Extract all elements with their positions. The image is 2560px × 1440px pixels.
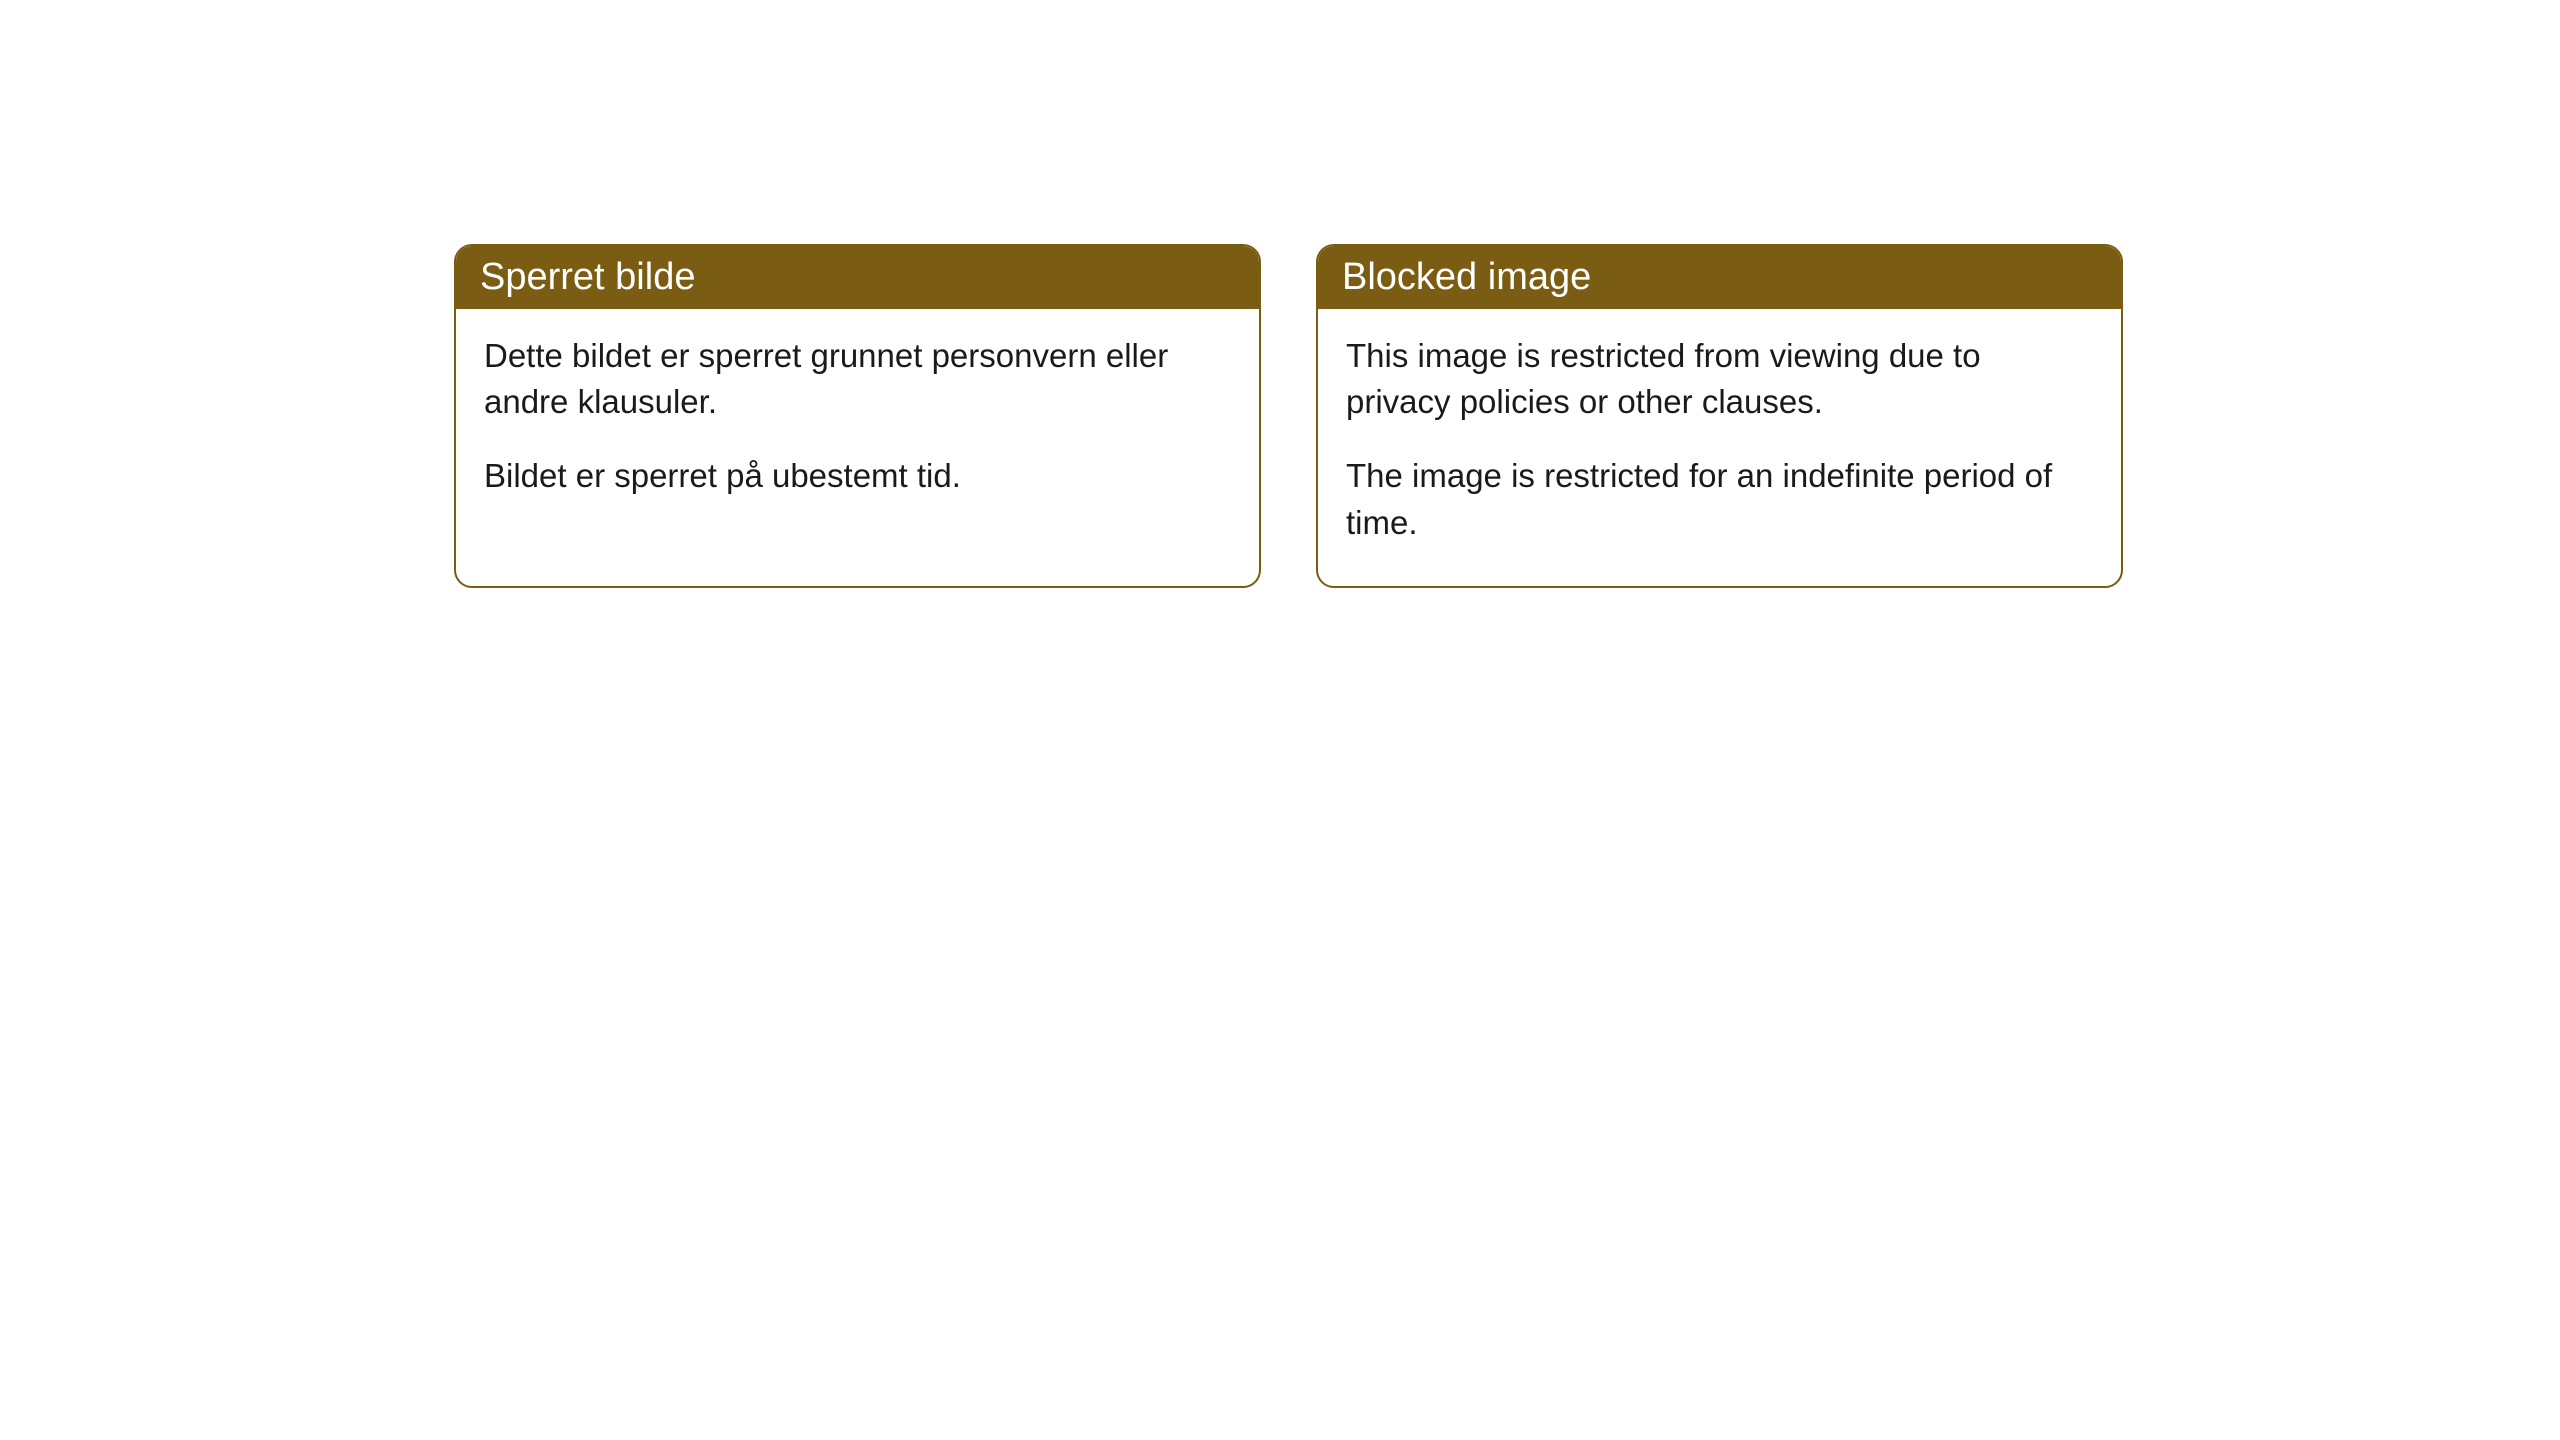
card-header-english: Blocked image [1318, 246, 2121, 309]
card-title: Blocked image [1342, 256, 1591, 298]
card-english: Blocked image This image is restricted f… [1316, 244, 2123, 588]
card-paragraph: The image is restricted for an indefinit… [1346, 453, 2093, 545]
card-body-norwegian: Dette bildet er sperret grunnet personve… [456, 309, 1259, 540]
card-paragraph: Bildet er sperret på ubestemt tid. [484, 453, 1231, 499]
card-paragraph: This image is restricted from viewing du… [1346, 333, 2093, 425]
card-body-english: This image is restricted from viewing du… [1318, 309, 2121, 586]
card-paragraph: Dette bildet er sperret grunnet personve… [484, 333, 1231, 425]
card-header-norwegian: Sperret bilde [456, 246, 1259, 309]
card-title: Sperret bilde [480, 256, 695, 298]
card-norwegian: Sperret bilde Dette bildet er sperret gr… [454, 244, 1261, 588]
cards-container: Sperret bilde Dette bildet er sperret gr… [454, 244, 2123, 588]
